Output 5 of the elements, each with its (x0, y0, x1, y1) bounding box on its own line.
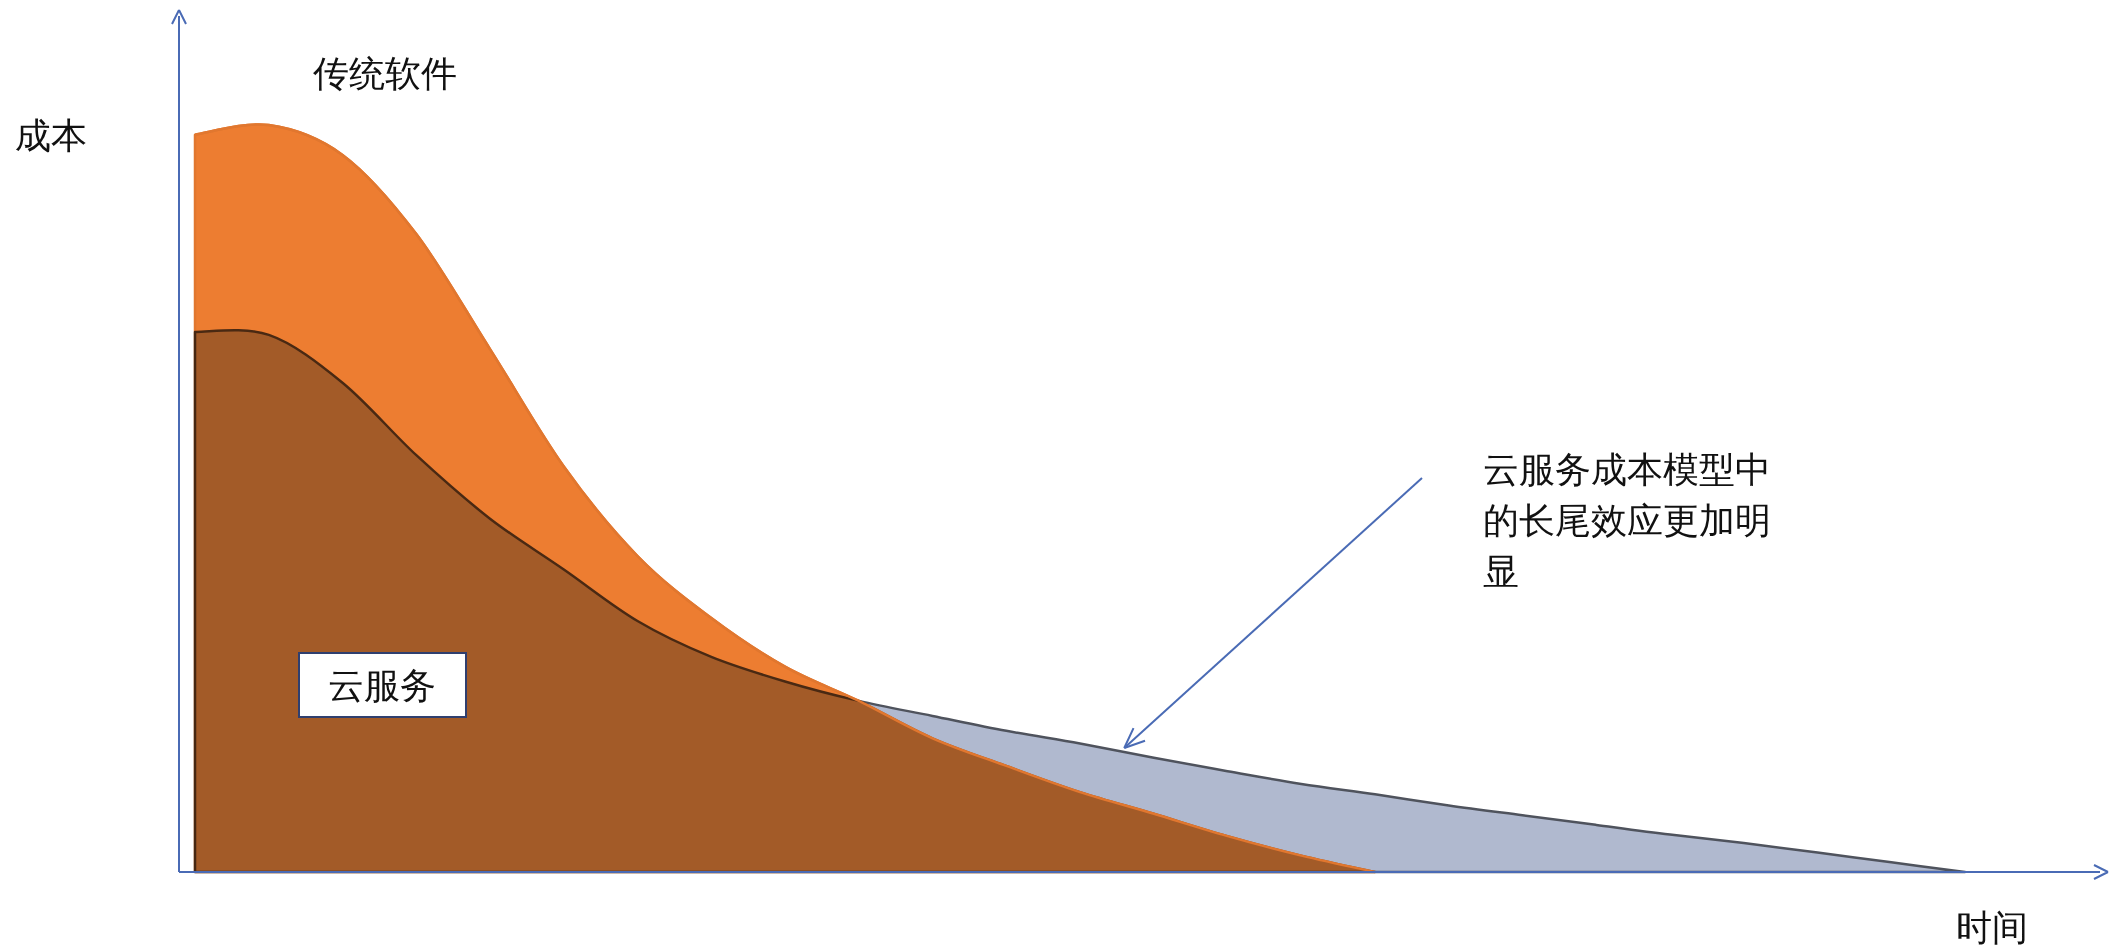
series-label: 云服务 (328, 665, 436, 706)
annotation: 云服务成本模型中的长尾效应更加明显 (1483, 449, 1771, 592)
y-axis-title: 成本 (15, 115, 87, 156)
series-label: 传统软件 (313, 53, 457, 94)
x-axis-title: 时间 (1956, 907, 2028, 948)
